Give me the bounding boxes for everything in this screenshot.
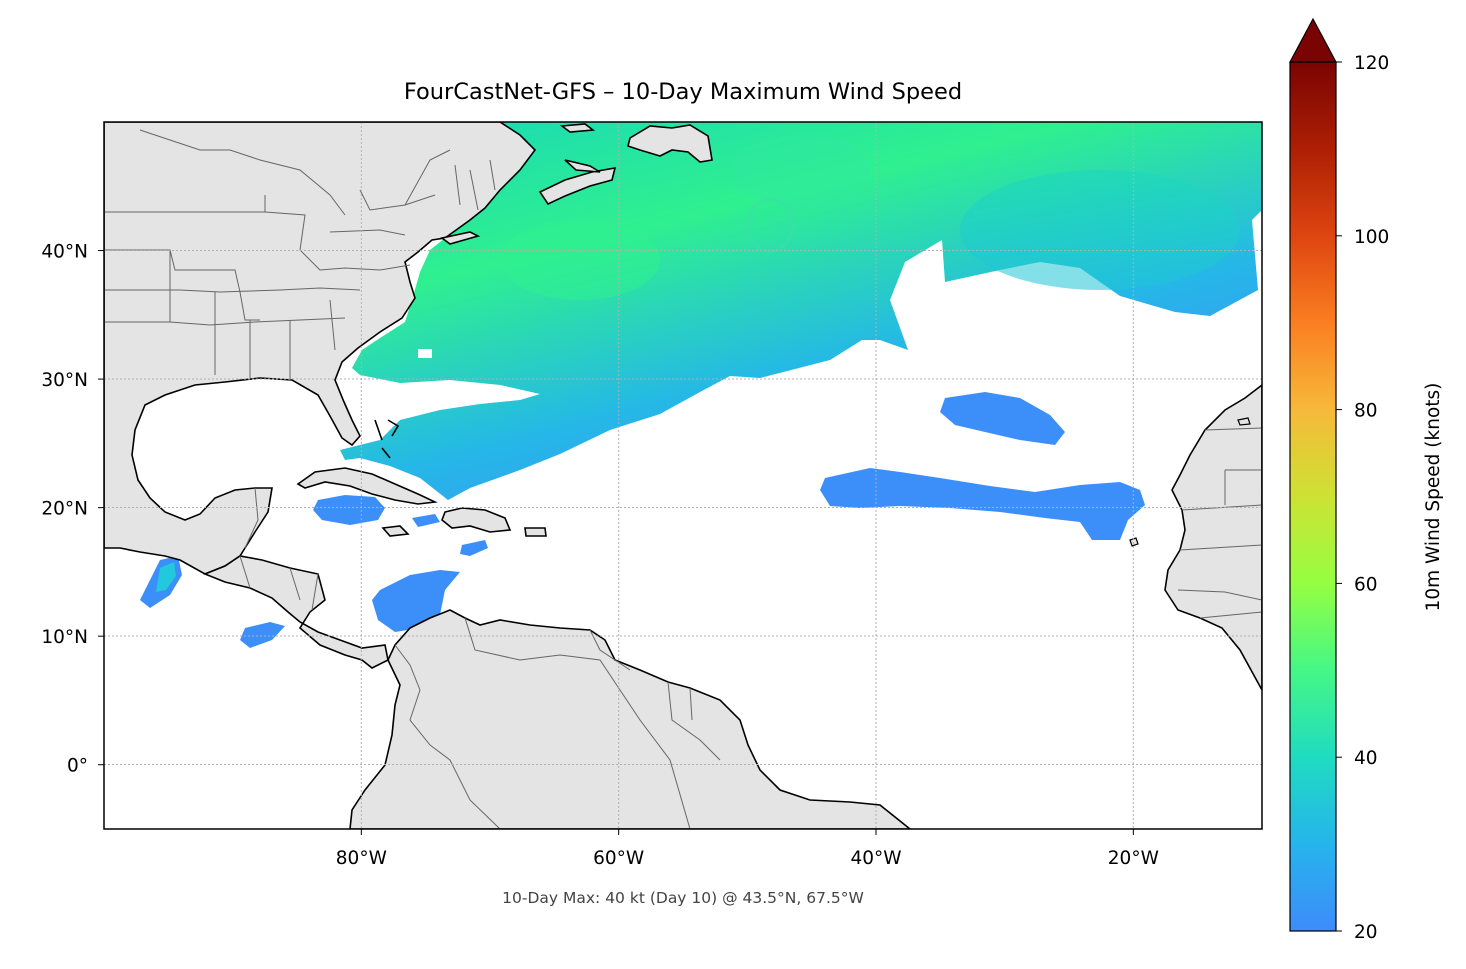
colorbar-tick-label: 80 [1354,401,1378,422]
borders [104,129,1262,829]
land-africa [1164,383,1262,691]
lat-tick-labels: 40°N 30°N 20°N 10°N 0° [41,242,104,777]
colorbar-tick-label: 20 [1354,922,1378,943]
land-central-america [202,555,389,669]
lon-tick-label: 80°W [336,848,387,869]
lon-tick-label: 20°W [1108,848,1159,869]
wind-blob-east-2 [820,468,1145,540]
land-pei [564,159,601,173]
lat-tick-label: 10°N [41,627,88,648]
wind-blob-caribbean-3 [412,514,440,527]
colorbar: 20 40 60 80 100 120 10m Wind Speed (knots) [1288,17,1444,943]
wind-blob-pacific-1-core [156,562,176,592]
lat-tick-label: 20°N [41,499,88,520]
wind-blob-east-1 [940,392,1065,445]
land-puerto-rico [524,527,547,537]
wind-core-3 [960,170,1240,290]
colorbar-tick-label: 40 [1354,748,1378,769]
lat-tick-label: 0° [67,756,88,777]
lon-tick-labels: 80°W 60°W 40°W 20°W [336,829,1159,869]
land-cape-verde [1129,537,1139,547]
land-bahamas [374,419,400,459]
wind-blob-caribbean-2 [372,570,460,632]
wind-core [500,220,660,300]
map-frame [103,121,1263,830]
wind-blob-caribbean-1 [313,495,385,525]
land-newfoundland [627,124,713,163]
colorbar-label: 10m Wind Speed (knots) [1423,383,1444,612]
wind-gap [418,349,432,358]
lat-tick-label: 40°N [41,242,88,263]
lon-tick-label: 60°W [593,848,644,869]
colorbar-gradient [1290,62,1336,931]
lon-tick-label: 40°W [850,848,901,869]
land [104,122,1262,829]
map-title: FourCastNet-GFS – 10-Day Maximum Wind Sp… [404,79,962,105]
colorbar-extend-arrow [1288,17,1338,63]
land-long-island [440,231,481,245]
land-cuba [296,467,438,505]
colorbar-frame [1289,61,1337,932]
land-anticosti [559,123,596,133]
colorbar-ticks: 20 40 60 80 100 120 [1336,53,1389,943]
wind-blob-caribbean-4 [460,540,488,556]
colorbar-tick-label: 60 [1354,574,1378,595]
map-panel [104,122,1262,829]
colorbar-tick-label: 100 [1354,227,1389,248]
land-nova-scotia [538,167,617,206]
wind-blob-pacific-2 [240,622,285,648]
colorbar-tick-label: 120 [1354,53,1389,74]
land-south-america [349,609,912,829]
wind-core-2 [730,135,870,205]
max-wind-annotation: 10-Day Max: 40 kt (Day 10) @ 43.5°N, 67.… [502,889,864,907]
land-canary [1237,417,1251,426]
land-hispaniola [441,507,512,533]
land-jamaica [381,525,410,537]
gridlines [104,122,1262,829]
lat-tick-label: 30°N [41,370,88,391]
